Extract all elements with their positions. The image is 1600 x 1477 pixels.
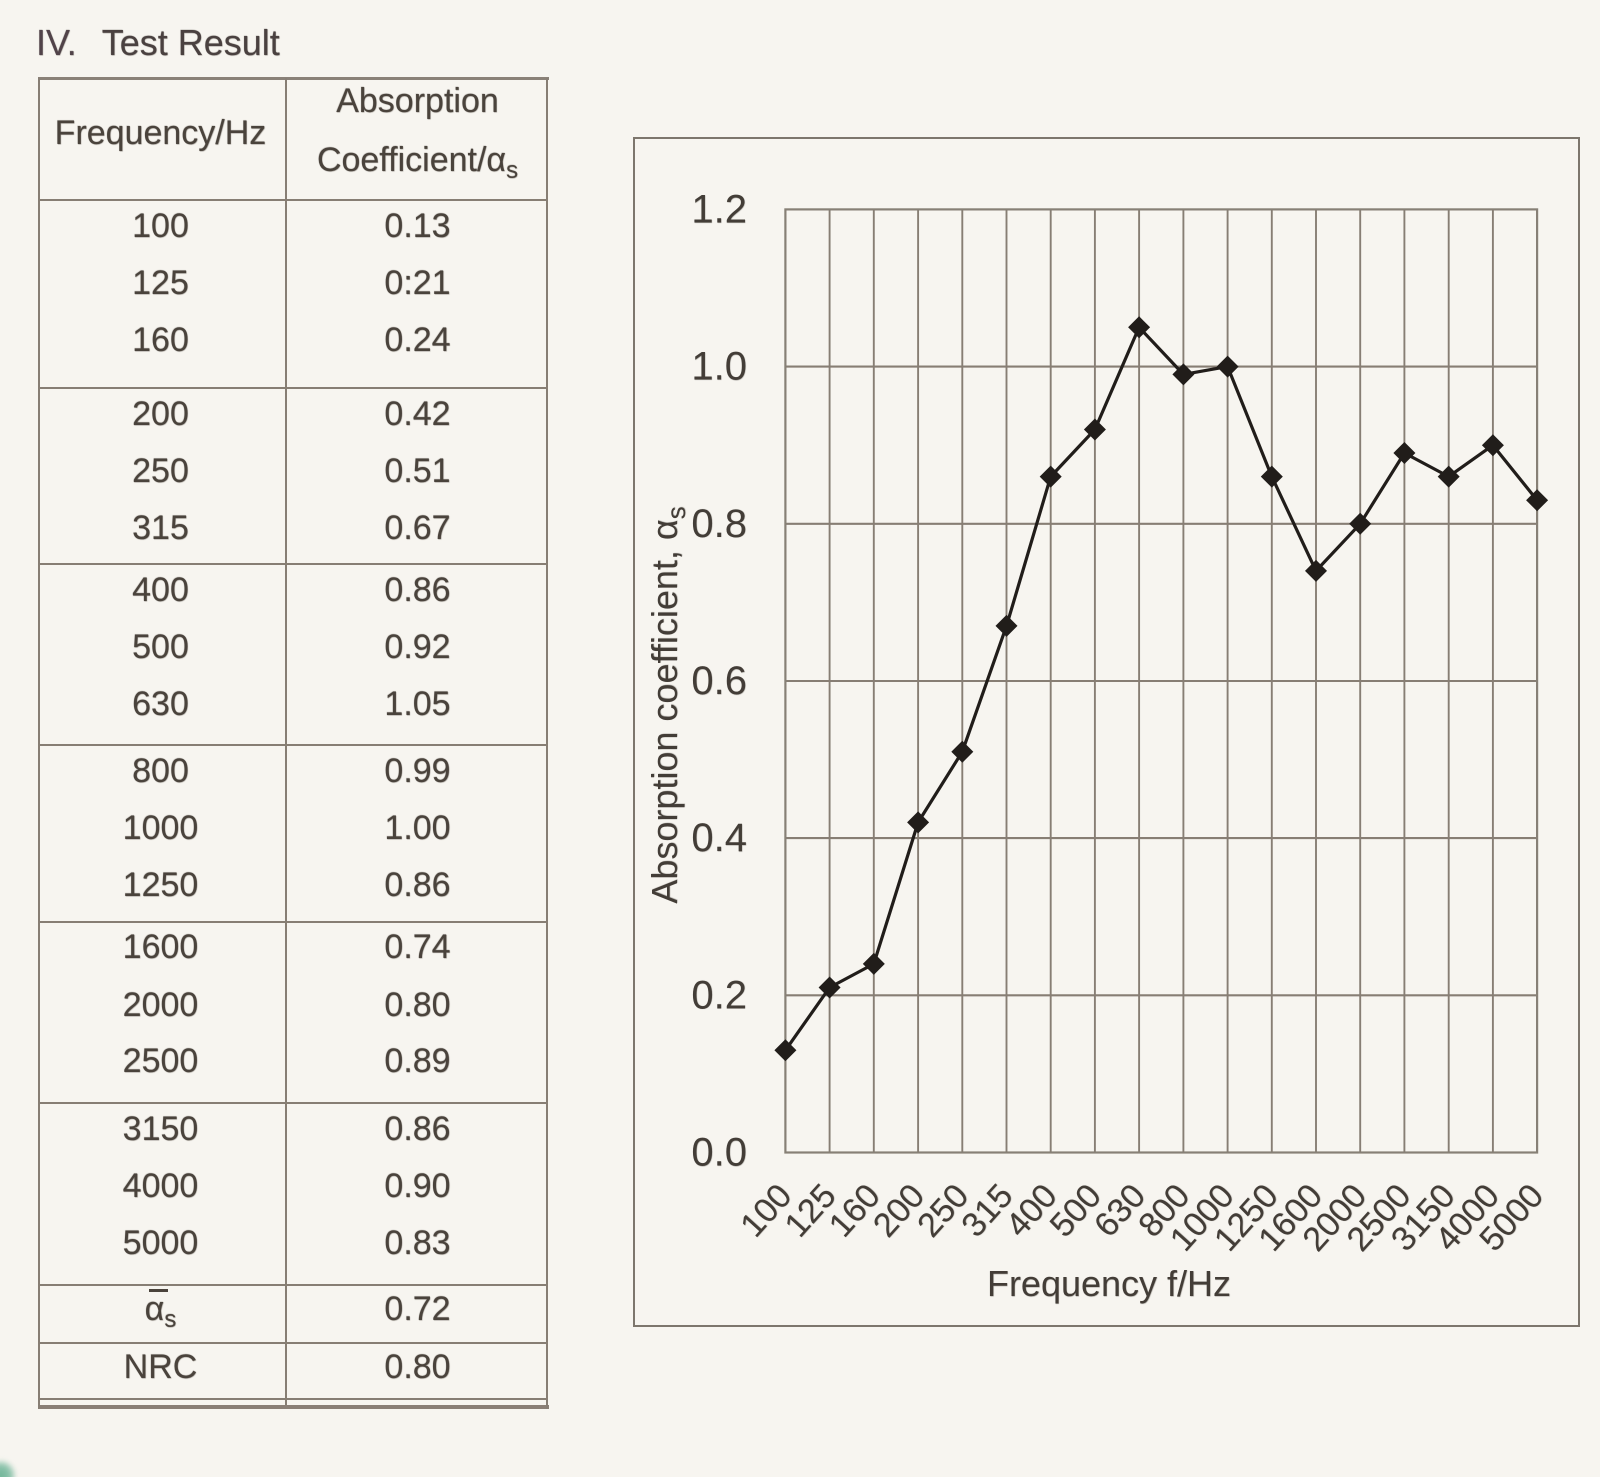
svg-text:0.8: 0.8 [691, 502, 747, 546]
svg-text:0.2: 0.2 [691, 973, 747, 1017]
svg-text:1.2: 1.2 [691, 187, 747, 231]
svg-text:Frequency f/Hz: Frequency f/Hz [987, 1263, 1231, 1304]
svg-text:1.0: 1.0 [691, 345, 747, 389]
svg-text:0.6: 0.6 [691, 659, 747, 703]
svg-text:Absorption coefficient, αs: Absorption coefficient, αs [644, 506, 691, 903]
svg-text:0.0: 0.0 [691, 1131, 747, 1175]
svg-text:0.4: 0.4 [691, 816, 747, 860]
